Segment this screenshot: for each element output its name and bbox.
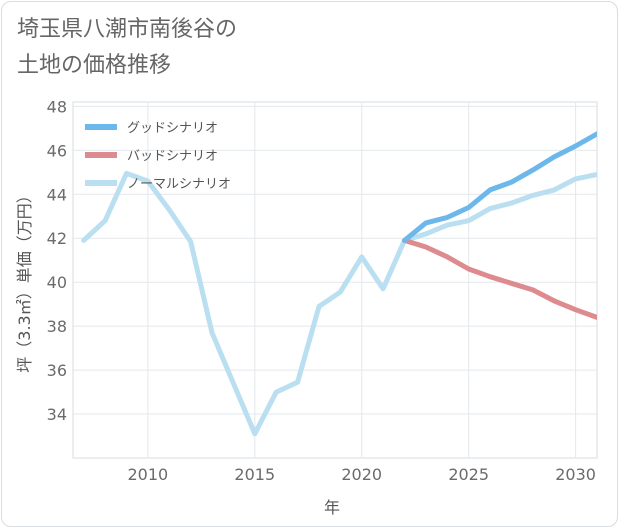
x-axis-title: 年: [324, 498, 340, 517]
y-tick-labels: 34 36 38 40 42 44 46 48: [47, 97, 67, 424]
chart-title-line-1: 埼玉県八潮市南後谷の: [17, 17, 238, 42]
x-tick-2020: 2020: [341, 465, 382, 484]
y-tick-34: 34: [47, 405, 67, 424]
y-tick-40: 40: [47, 273, 67, 292]
x-gridlines: [147, 102, 577, 458]
legend: グッドシナリオ バッドシナリオ ノーマルシナリオ: [85, 121, 231, 192]
y-tick-44: 44: [47, 185, 67, 204]
x-tick-2030: 2030: [555, 465, 596, 484]
series-line-bad: [402, 237, 597, 320]
y-tick-42: 42: [47, 229, 67, 248]
series-line-normal: [81, 170, 597, 437]
x-tick-2025: 2025: [448, 465, 489, 484]
x-tick-labels: 2010 2015 2020 2025 2030: [127, 465, 595, 484]
x-tick-2015: 2015: [234, 465, 275, 484]
y-axis-title: 坪（3.3㎡）単価（万円）: [15, 187, 34, 372]
chart-title-line-2: 土地の価格推移: [17, 53, 172, 78]
chart-title: 埼玉県八潮市南後谷の 土地の価格推移: [17, 12, 237, 84]
legend-label-good: グッドシナリオ: [127, 121, 218, 136]
legend-label-normal: ノーマルシナリオ: [127, 177, 231, 192]
y-tick-38: 38: [47, 317, 67, 336]
y-tick-48: 48: [47, 97, 67, 116]
series-line-good: [402, 131, 597, 243]
plot-area: [72, 101, 598, 459]
x-tick-2010: 2010: [127, 465, 168, 484]
y-tick-46: 46: [47, 141, 67, 160]
y-tick-36: 36: [47, 361, 67, 380]
legend-label-bad: バッドシナリオ: [127, 149, 218, 164]
series-layer: [81, 131, 597, 437]
